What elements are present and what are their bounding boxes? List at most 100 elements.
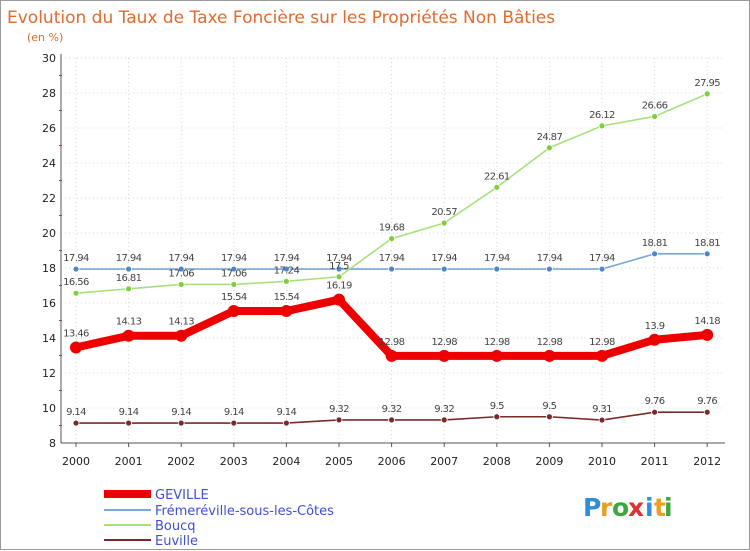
point-boucq-2001 (125, 285, 132, 293)
point-fr-mer-ville-sous-les-c-tes-2001 (125, 265, 132, 273)
series-group (70, 90, 714, 427)
point-fr-mer-ville-sous-les-c-tes-2000 (72, 265, 80, 273)
x-tick-label-2009: 2009 (535, 455, 563, 468)
point-euville-2000 (72, 419, 80, 427)
data-label-geville-2000: 13.46 (63, 328, 89, 339)
point-euville-2009 (546, 413, 553, 421)
point-boucq-2009 (546, 144, 553, 152)
data-label-geville-2012: 14.18 (694, 316, 720, 327)
point-boucq-2008 (493, 183, 501, 191)
data-label-fr-mer-ville-sous-les-c-tes-2003: 17.94 (221, 253, 247, 264)
y-tick-label-22: 22 (42, 192, 56, 205)
data-label-boucq-2002: 17.06 (168, 268, 194, 279)
data-label-euville-2010: 9.31 (592, 404, 612, 415)
data-label-fr-mer-ville-sous-les-c-tes-2004: 17.94 (274, 253, 300, 264)
point-euville-2011 (651, 408, 658, 416)
point-boucq-2006 (388, 235, 396, 243)
data-label-boucq-2008: 22.61 (484, 171, 510, 182)
data-label-euville-2002: 9.14 (171, 407, 191, 418)
data-label-geville-2007: 12.98 (431, 337, 457, 348)
data-label-geville-2001: 14.13 (116, 317, 142, 328)
point-boucq-2011 (651, 113, 658, 120)
logo-letter-4: i (645, 493, 654, 522)
point-geville-2007 (438, 349, 451, 362)
data-label-euville-2009: 9.5 (542, 401, 556, 412)
data-labels: 13.46 14.13 14.13 15.54 15.54 16.19 12.98 12.98… (63, 78, 721, 418)
point-geville-2006 (385, 349, 398, 362)
grid-lines (61, 57, 725, 444)
legend: GEVILLEFrémeréville-sous-les-CôtesBoucqE… (104, 488, 334, 549)
point-euville-2012 (703, 408, 711, 416)
y-tick-label-24: 24 (42, 157, 56, 170)
data-label-boucq-2010: 26.12 (589, 110, 615, 121)
logo-letter-2: o (612, 493, 629, 522)
data-label-fr-mer-ville-sous-les-c-tes-2009: 17.94 (537, 253, 563, 264)
x-tick-label-2001: 2001 (115, 455, 143, 468)
point-boucq-2010 (598, 122, 606, 130)
point-geville-2009 (543, 349, 556, 362)
point-euville-2004 (282, 419, 290, 427)
point-geville-2008 (490, 349, 503, 362)
point-geville-2002 (175, 329, 188, 342)
point-euville-2005 (335, 416, 343, 424)
data-label-boucq-2011: 26.66 (642, 100, 668, 111)
point-euville-2002 (177, 419, 185, 427)
data-label-boucq-2007: 20.57 (431, 207, 457, 218)
y-tick-label-12: 12 (42, 367, 56, 380)
logo-letter-6: i (664, 493, 673, 522)
data-label-fr-mer-ville-sous-les-c-tes-2000: 17.94 (63, 253, 89, 264)
data-label-euville-2005: 9.32 (329, 404, 349, 415)
data-label-geville-2003: 15.54 (221, 292, 247, 303)
data-label-geville-2010: 12.98 (589, 337, 615, 348)
data-label-fr-mer-ville-sous-les-c-tes-2008: 17.94 (484, 253, 510, 264)
point-geville-2010 (596, 349, 608, 362)
data-label-geville-2009: 12.98 (537, 337, 563, 348)
point-euville-2001 (125, 419, 132, 427)
data-label-fr-mer-ville-sous-les-c-tes-2010: 17.94 (589, 253, 615, 264)
legend-label-boucq: Boucq (155, 519, 196, 534)
logo-letter-0: P (583, 493, 601, 522)
y-tick-label-28: 28 (42, 87, 56, 100)
point-fr-mer-ville-sous-les-c-tes-2006 (388, 265, 396, 273)
point-fr-mer-ville-sous-les-c-tes-2003 (230, 265, 238, 273)
data-label-fr-mer-ville-sous-les-c-tes-2005: 17.94 (326, 253, 352, 264)
data-label-euville-2012: 9.76 (697, 396, 717, 407)
logo-letter-3: x (628, 493, 644, 522)
data-label-euville-2006: 9.32 (382, 404, 402, 415)
data-label-boucq-2004: 17.24 (274, 265, 300, 276)
point-boucq-2000 (72, 289, 80, 297)
x-tick-label-2005: 2005 (325, 455, 353, 468)
point-geville-2012 (701, 328, 714, 341)
axes: 8 10 12 14 16 18 20 22 24 26 28 30 2000 2001 2002 2003 2… (42, 52, 725, 468)
legend-label-fr-mer-ville-sous-les-c-tes: Frémeréville-sous-les-Côtes (155, 504, 334, 519)
chart-title: Evolution du Taux de Taxe Foncière sur l… (7, 8, 555, 28)
y-tick-label-18: 18 (42, 262, 56, 275)
point-euville-2006 (388, 416, 396, 424)
x-tick-label-2006: 2006 (378, 455, 406, 468)
y-tick-label-20: 20 (42, 227, 56, 240)
x-tick-label-2004: 2004 (272, 455, 300, 468)
point-fr-mer-ville-sous-les-c-tes-2004 (282, 265, 290, 273)
x-tick-label-2003: 2003 (220, 455, 248, 468)
y-tick-label-30: 30 (42, 52, 56, 65)
data-label-euville-2007: 9.32 (434, 404, 454, 415)
y-tick-label-26: 26 (42, 122, 56, 135)
legend-label-euville: Euville (155, 534, 198, 549)
point-fr-mer-ville-sous-les-c-tes-2011 (651, 250, 658, 258)
point-euville-2010 (598, 416, 606, 424)
legend-label-geville: GEVILLE (155, 488, 209, 503)
proxiti-logo: Pr ox i ti (583, 493, 673, 522)
data-label-boucq-2006: 19.68 (379, 223, 405, 234)
x-tick-label-2008: 2008 (483, 455, 511, 468)
point-geville-2003 (227, 305, 240, 318)
point-boucq-2003 (230, 281, 238, 288)
data-label-geville-2004: 15.54 (274, 292, 300, 303)
data-label-boucq-2003: 17.06 (221, 268, 247, 279)
point-geville-2001 (122, 329, 135, 342)
data-label-euville-2001: 9.14 (119, 407, 139, 418)
chart-subtitle: (en %) (27, 31, 63, 44)
point-fr-mer-ville-sous-les-c-tes-2002 (177, 265, 185, 273)
x-tick-label-2000: 2000 (62, 455, 90, 468)
y-tick-label-8: 8 (49, 437, 56, 450)
